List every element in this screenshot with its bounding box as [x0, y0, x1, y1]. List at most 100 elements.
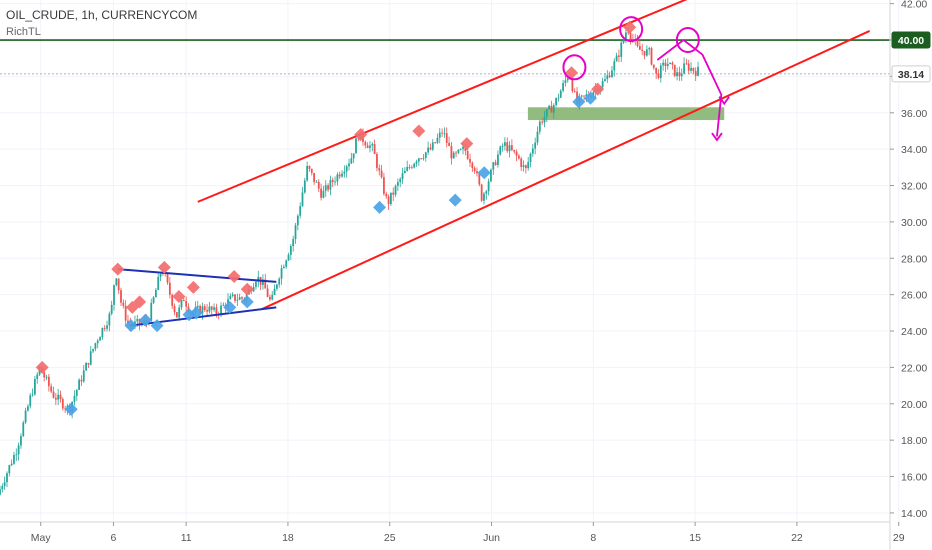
candle-body [429, 147, 432, 150]
annotation-circle [562, 54, 587, 81]
candle-body [157, 276, 160, 291]
candle-body [138, 318, 141, 325]
candle-body [548, 105, 551, 110]
candle-body [106, 325, 108, 329]
candle-body [471, 162, 474, 169]
candle-body [36, 374, 39, 380]
y-tick-label: 20.00 [901, 399, 927, 411]
candle-body [115, 278, 118, 286]
signal-low-marker [150, 319, 164, 333]
indicator-label[interactable]: RichTL [6, 26, 41, 38]
candle-body [692, 67, 695, 72]
candle-body [611, 70, 613, 78]
signal-low-marker [572, 95, 586, 109]
y-tick-label: 30.00 [901, 217, 927, 229]
candle-body [464, 146, 467, 151]
candle-body [664, 62, 667, 66]
candle-body [369, 145, 371, 148]
candle-body [334, 181, 336, 183]
candle-body [168, 282, 171, 295]
candle-body [61, 399, 64, 409]
signal-high-marker [240, 282, 254, 296]
candle-body [229, 295, 232, 300]
candle-body [303, 180, 306, 193]
candle-body [322, 190, 325, 198]
candle-body [43, 372, 46, 378]
candle-body [124, 305, 127, 321]
candle-body [527, 162, 530, 169]
candle-body [231, 294, 234, 296]
y-tick-label: 16.00 [901, 472, 927, 484]
y-tick-label: 26.00 [901, 290, 927, 302]
candle-body [10, 463, 13, 466]
candle-body [508, 145, 511, 152]
y-tick-label: 28.00 [901, 253, 927, 265]
candle-body [178, 307, 181, 318]
candle-body [455, 152, 457, 154]
candle-body [555, 98, 558, 106]
candle-body [341, 173, 343, 177]
candle-body [622, 39, 625, 43]
candle-body [210, 306, 213, 310]
signal-low-marker [189, 306, 203, 320]
candle-body [82, 370, 85, 382]
candle-body [685, 63, 688, 65]
candle-body [22, 422, 25, 436]
signal-markers [35, 20, 637, 416]
candle-body [78, 379, 81, 390]
candle-body [648, 48, 651, 50]
candle-body [408, 167, 411, 168]
candle-body [378, 168, 381, 171]
candle-body [94, 343, 97, 349]
candle-body [513, 150, 516, 152]
candle-body [173, 305, 176, 313]
candle-body [31, 394, 34, 396]
candle-body [96, 340, 99, 344]
signal-high-marker [157, 260, 171, 274]
candle-body [566, 78, 569, 81]
candle-body [620, 42, 623, 57]
candle-body [401, 173, 404, 180]
candle-body [64, 408, 67, 410]
candle-body [604, 79, 606, 82]
candle-body [543, 116, 546, 123]
candle-body [506, 142, 509, 152]
candle-body [175, 312, 178, 318]
y-tick-label: 22.00 [901, 362, 927, 374]
candle-body [541, 121, 544, 123]
candle-body [494, 162, 497, 165]
symbol-title[interactable]: OIL_CRUDE, 1h, CURRENCYCOM [6, 8, 198, 22]
candle-body [331, 180, 334, 183]
candle-body [552, 105, 555, 113]
candle-body [52, 391, 55, 398]
signal-high-marker [623, 20, 637, 34]
candle-body [252, 286, 255, 292]
annotation-circle [675, 27, 700, 54]
candle-body [329, 180, 332, 190]
candle-body [352, 153, 355, 159]
candle-body [17, 445, 20, 455]
candle-body [485, 191, 488, 194]
triangle-upper-line [117, 268, 277, 283]
candle-body [399, 179, 402, 183]
candle-body [643, 50, 646, 56]
candle-body [292, 239, 295, 247]
candle-body [445, 133, 448, 143]
candle-body [452, 152, 455, 159]
candle-body [99, 337, 101, 341]
candle-body [264, 279, 267, 289]
candle-body [350, 158, 353, 164]
candle-body [238, 297, 241, 300]
candle-body [296, 215, 299, 226]
candle-body [266, 288, 269, 297]
y-tick-label: 34.00 [901, 144, 927, 156]
candle-body [150, 302, 153, 321]
candle-body [313, 172, 316, 183]
x-tick-label: 8 [590, 532, 596, 544]
candle-body [536, 131, 539, 143]
candle-body [154, 290, 157, 298]
x-tick-label: 22 [791, 532, 803, 544]
candle-body [364, 141, 367, 146]
candle-body [213, 307, 215, 310]
